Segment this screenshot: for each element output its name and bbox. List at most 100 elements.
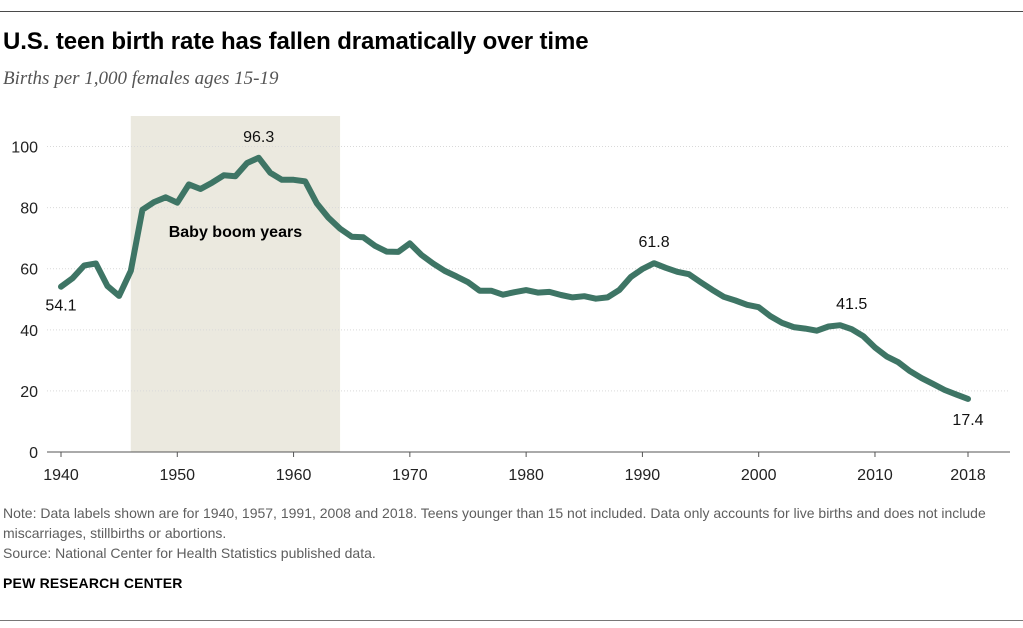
data-point xyxy=(769,315,771,317)
data-point xyxy=(839,324,841,326)
bottom-rule xyxy=(0,620,1023,621)
data-point xyxy=(804,328,806,330)
data-point xyxy=(967,398,969,400)
data-point xyxy=(200,188,202,190)
chart-subtitle: Births per 1,000 females ages 15-19 xyxy=(3,68,279,89)
data-point xyxy=(560,294,562,296)
data-point xyxy=(711,289,713,291)
data-point xyxy=(874,347,876,349)
data-point xyxy=(107,285,109,287)
data-point xyxy=(258,157,260,159)
data-point xyxy=(688,273,690,275)
data-point xyxy=(444,270,446,272)
data-point xyxy=(525,289,527,291)
data-point xyxy=(409,242,411,244)
data-point xyxy=(432,263,434,265)
y-tick-label: 20 xyxy=(20,384,38,401)
data-point xyxy=(955,394,957,396)
y-tick-label: 100 xyxy=(11,140,38,157)
data-point xyxy=(118,295,120,297)
data-label: 61.8 xyxy=(638,234,669,251)
data-point xyxy=(920,377,922,379)
y-tick-label: 80 xyxy=(20,201,38,218)
data-point xyxy=(420,254,422,256)
data-point xyxy=(188,183,190,185)
data-point xyxy=(351,236,353,238)
data-point xyxy=(223,174,225,176)
data-point xyxy=(83,264,85,266)
data-point xyxy=(909,370,911,372)
data-point xyxy=(583,295,585,297)
data-point xyxy=(153,201,155,203)
data-point xyxy=(676,271,678,273)
y-tick-label: 0 xyxy=(29,445,38,462)
data-point xyxy=(548,291,550,293)
data-point xyxy=(537,292,539,294)
data-point xyxy=(665,267,667,269)
data-point xyxy=(316,202,318,204)
x-tick-label: 1970 xyxy=(392,467,428,484)
data-point xyxy=(734,299,736,301)
source-text: Source: National Center for Health Stati… xyxy=(3,545,376,561)
data-point xyxy=(467,281,469,283)
brand-label: PEW RESEARCH CENTER xyxy=(3,575,183,591)
data-point xyxy=(327,217,329,219)
data-point xyxy=(502,294,504,296)
y-tick-label: 60 xyxy=(20,262,38,279)
x-tick-label: 1980 xyxy=(508,467,544,484)
series-points xyxy=(60,157,969,400)
data-point xyxy=(165,196,167,198)
data-label: 41.5 xyxy=(836,296,867,313)
data-point xyxy=(793,326,795,328)
data-label: 96.3 xyxy=(243,129,274,146)
data-label: 17.4 xyxy=(952,412,983,429)
data-point xyxy=(60,286,62,288)
data-point xyxy=(176,202,178,204)
data-point xyxy=(932,383,934,385)
x-tick-label: 1940 xyxy=(43,467,79,484)
data-point xyxy=(386,251,388,253)
data-point xyxy=(781,322,783,324)
data-point xyxy=(95,263,97,265)
data-point xyxy=(362,236,364,238)
data-point xyxy=(304,180,306,182)
data-point xyxy=(269,172,271,174)
data-point xyxy=(816,330,818,332)
data-point xyxy=(897,361,899,363)
data-point xyxy=(72,277,74,279)
data-point xyxy=(572,296,574,298)
note-text: Note: Data labels shown are for 1940, 19… xyxy=(3,505,986,541)
data-point xyxy=(886,355,888,357)
x-tick-label: 2010 xyxy=(857,467,893,484)
data-point xyxy=(234,175,236,177)
baby-boom-region xyxy=(130,116,341,452)
data-point xyxy=(130,270,132,272)
data-point xyxy=(293,179,295,181)
x-tick-label: 2000 xyxy=(741,467,777,484)
data-point xyxy=(595,298,597,300)
data-point xyxy=(944,389,946,391)
x-tick-label: 2018 xyxy=(950,467,986,484)
data-point xyxy=(246,162,248,164)
data-label: 54.1 xyxy=(45,298,76,315)
x-tick-label: 1950 xyxy=(159,467,195,484)
data-point xyxy=(455,275,457,277)
data-point xyxy=(723,296,725,298)
x-tick-label: 1990 xyxy=(625,467,661,484)
data-point xyxy=(700,281,702,283)
data-point xyxy=(653,262,655,264)
y-tick-label: 40 xyxy=(20,323,38,340)
baby-boom-label: Baby boom years xyxy=(169,224,302,241)
data-point xyxy=(746,304,748,306)
data-point xyxy=(479,290,481,292)
chart-title: U.S. teen birth rate has fallen dramatic… xyxy=(3,28,589,55)
chart-notes: Note: Data labels shown are for 1940, 19… xyxy=(3,503,1018,563)
data-point xyxy=(851,328,853,330)
data-point xyxy=(630,276,632,278)
data-point xyxy=(758,306,760,308)
data-point xyxy=(618,289,620,291)
data-point xyxy=(607,296,609,298)
data-point xyxy=(862,335,864,337)
data-point xyxy=(141,209,143,211)
data-point xyxy=(827,325,829,327)
